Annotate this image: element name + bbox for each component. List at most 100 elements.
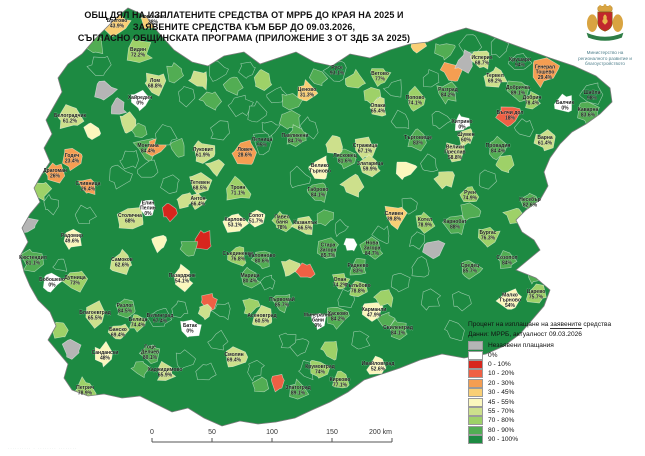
ministry-name: Министерство на регионалното развитие и …	[570, 50, 640, 67]
map-region-Казанлък	[290, 215, 314, 236]
map-region	[401, 197, 418, 215]
map-region	[151, 234, 168, 254]
map-region-Тетевен	[189, 172, 213, 195]
map-region-label-Опака: Опака 65.4%	[371, 103, 386, 114]
map-region-label-Казанлък: Казанлък 66.5%	[293, 220, 317, 231]
ministry-line-3: благоустройството	[585, 61, 625, 67]
map-region-Луковит	[193, 140, 216, 164]
map-region-label-Средец: Средец 85.7%	[461, 263, 480, 274]
map-region-Банско	[107, 323, 130, 340]
map-region-Троян	[226, 175, 252, 201]
map-region	[460, 202, 482, 222]
map-region	[238, 61, 256, 79]
legend-swatch	[468, 378, 483, 388]
map-region-Калояново	[250, 250, 271, 270]
map-region-label-Варна: Варна 61.4%	[537, 135, 552, 146]
map-region-Крумовград	[309, 359, 331, 379]
map-region	[247, 359, 265, 382]
map-region	[260, 274, 276, 291]
map-region-label-Видин: Видин 72.2%	[130, 47, 146, 58]
map-region-label-Лясковец: Лясковец 81.6%	[333, 153, 357, 164]
map-region	[289, 165, 312, 189]
map-region	[454, 49, 473, 74]
map-region-label-Радомир: Радомир 49.6%	[61, 233, 83, 244]
map-region-label-Пазарджик: Пазарджик 54.1%	[169, 273, 196, 284]
map-region-Радомир	[63, 228, 82, 251]
map-region	[371, 225, 390, 244]
map-region-label-Раднево: Раднево 83%	[347, 263, 368, 274]
legend-label: Незаявени плащания	[488, 342, 554, 350]
legend-label: 55 - 70%	[488, 407, 515, 415]
map-region-label-Банско: Банско 69.4%	[109, 327, 127, 338]
map-region-Котел	[415, 211, 436, 234]
map-region	[195, 362, 217, 381]
map-region-label-Харманли: Харманли 47.9%	[362, 307, 387, 318]
map-region-label-Сандански: Сандански 48%	[92, 350, 119, 361]
map-region-Сандански	[94, 340, 113, 368]
map-region	[420, 153, 439, 173]
map-region	[434, 43, 456, 61]
map-region-Кюстендил	[20, 248, 44, 273]
legend-swatch	[468, 397, 483, 407]
map-region-Бургас	[477, 226, 501, 248]
map-region	[197, 303, 212, 321]
map-region-Драгоман	[44, 162, 66, 184]
legend-item-c9: 90 - 100%	[468, 435, 640, 445]
map-region	[178, 86, 196, 108]
legend-source: Данни: МРРБ, актуалност 09.03.2026	[468, 331, 582, 338]
map-region-label-Съединение: Съединение 76.8%	[223, 251, 254, 262]
map-region-label-Добричка: Добричка 89.1%	[506, 84, 530, 96]
map-region-label-Кюстендил: Кюстендил 81.1%	[19, 255, 47, 266]
map-region-label-Стражица: Стражица 67.1%	[353, 143, 378, 154]
map-legend: Процент на изплащане на заявените средст…	[468, 321, 640, 445]
map-region-label-Летница: Летница 95%	[252, 137, 273, 148]
map-region	[495, 154, 515, 174]
legend-label: 0%	[488, 351, 498, 359]
map-region-label-Велики Преслав: Велики Преслав 58.8%	[444, 144, 465, 161]
map-region	[420, 288, 442, 311]
map-region-Минерални бани	[310, 312, 327, 331]
map-region	[316, 209, 335, 227]
map-region	[179, 241, 198, 257]
map-region	[343, 238, 358, 252]
map-region	[86, 56, 112, 76]
map-region-label-Попово: Попово 74.1%	[406, 95, 425, 106]
legend-item-c8: 80 - 90%	[468, 425, 640, 435]
map-region-label-Крушари: Крушари 94%	[509, 57, 531, 68]
map-region-label-Търговище: Търговище 83%	[404, 135, 432, 146]
map-region-Раднево	[349, 258, 367, 276]
map-region-Благоевград	[85, 300, 106, 329]
legend-swatch	[468, 359, 483, 369]
scale-bar-label: 50	[208, 429, 216, 436]
legend-title-pre: Процент на изплащане на	[468, 321, 551, 328]
map-region-label-Сливница: Сливница 26.4%	[76, 181, 101, 192]
map-region	[43, 193, 59, 216]
legend-swatch	[468, 369, 483, 379]
map-region	[261, 120, 281, 138]
legend-label: 45 - 55%	[488, 398, 515, 406]
map-region-Тервел	[483, 66, 508, 88]
map-region-Ветово	[370, 68, 392, 87]
map-region	[514, 118, 534, 138]
map-region	[160, 174, 180, 194]
map-region-Добричка	[506, 80, 530, 103]
map-region-label-Лом: Лом 68.8%	[148, 78, 163, 89]
legend-swatch	[468, 425, 483, 435]
map-region	[478, 169, 497, 190]
legend-label: 20 - 30%	[488, 379, 515, 387]
map-region	[376, 311, 396, 328]
map-region	[74, 204, 97, 224]
map-region-label-Русе: Русе 93.1%	[330, 65, 345, 76]
legend-item-c4: 30 - 45%	[468, 388, 640, 398]
map-region	[175, 349, 196, 370]
map-region	[409, 231, 425, 250]
map-region-label-Първомай: Първомай 85.7%	[269, 296, 295, 308]
map-region-label-Луковит: Луковит 61.9%	[193, 147, 214, 158]
map-region-label-Шумен: Шумен 60%	[457, 132, 474, 143]
map-region	[170, 138, 185, 158]
legend-item-c2: 10 - 20%	[468, 369, 640, 379]
map-region-label-Хитрино: Хитрино 0%	[451, 119, 472, 130]
map-region-label-Троян: Троян 71.1%	[231, 185, 246, 196]
